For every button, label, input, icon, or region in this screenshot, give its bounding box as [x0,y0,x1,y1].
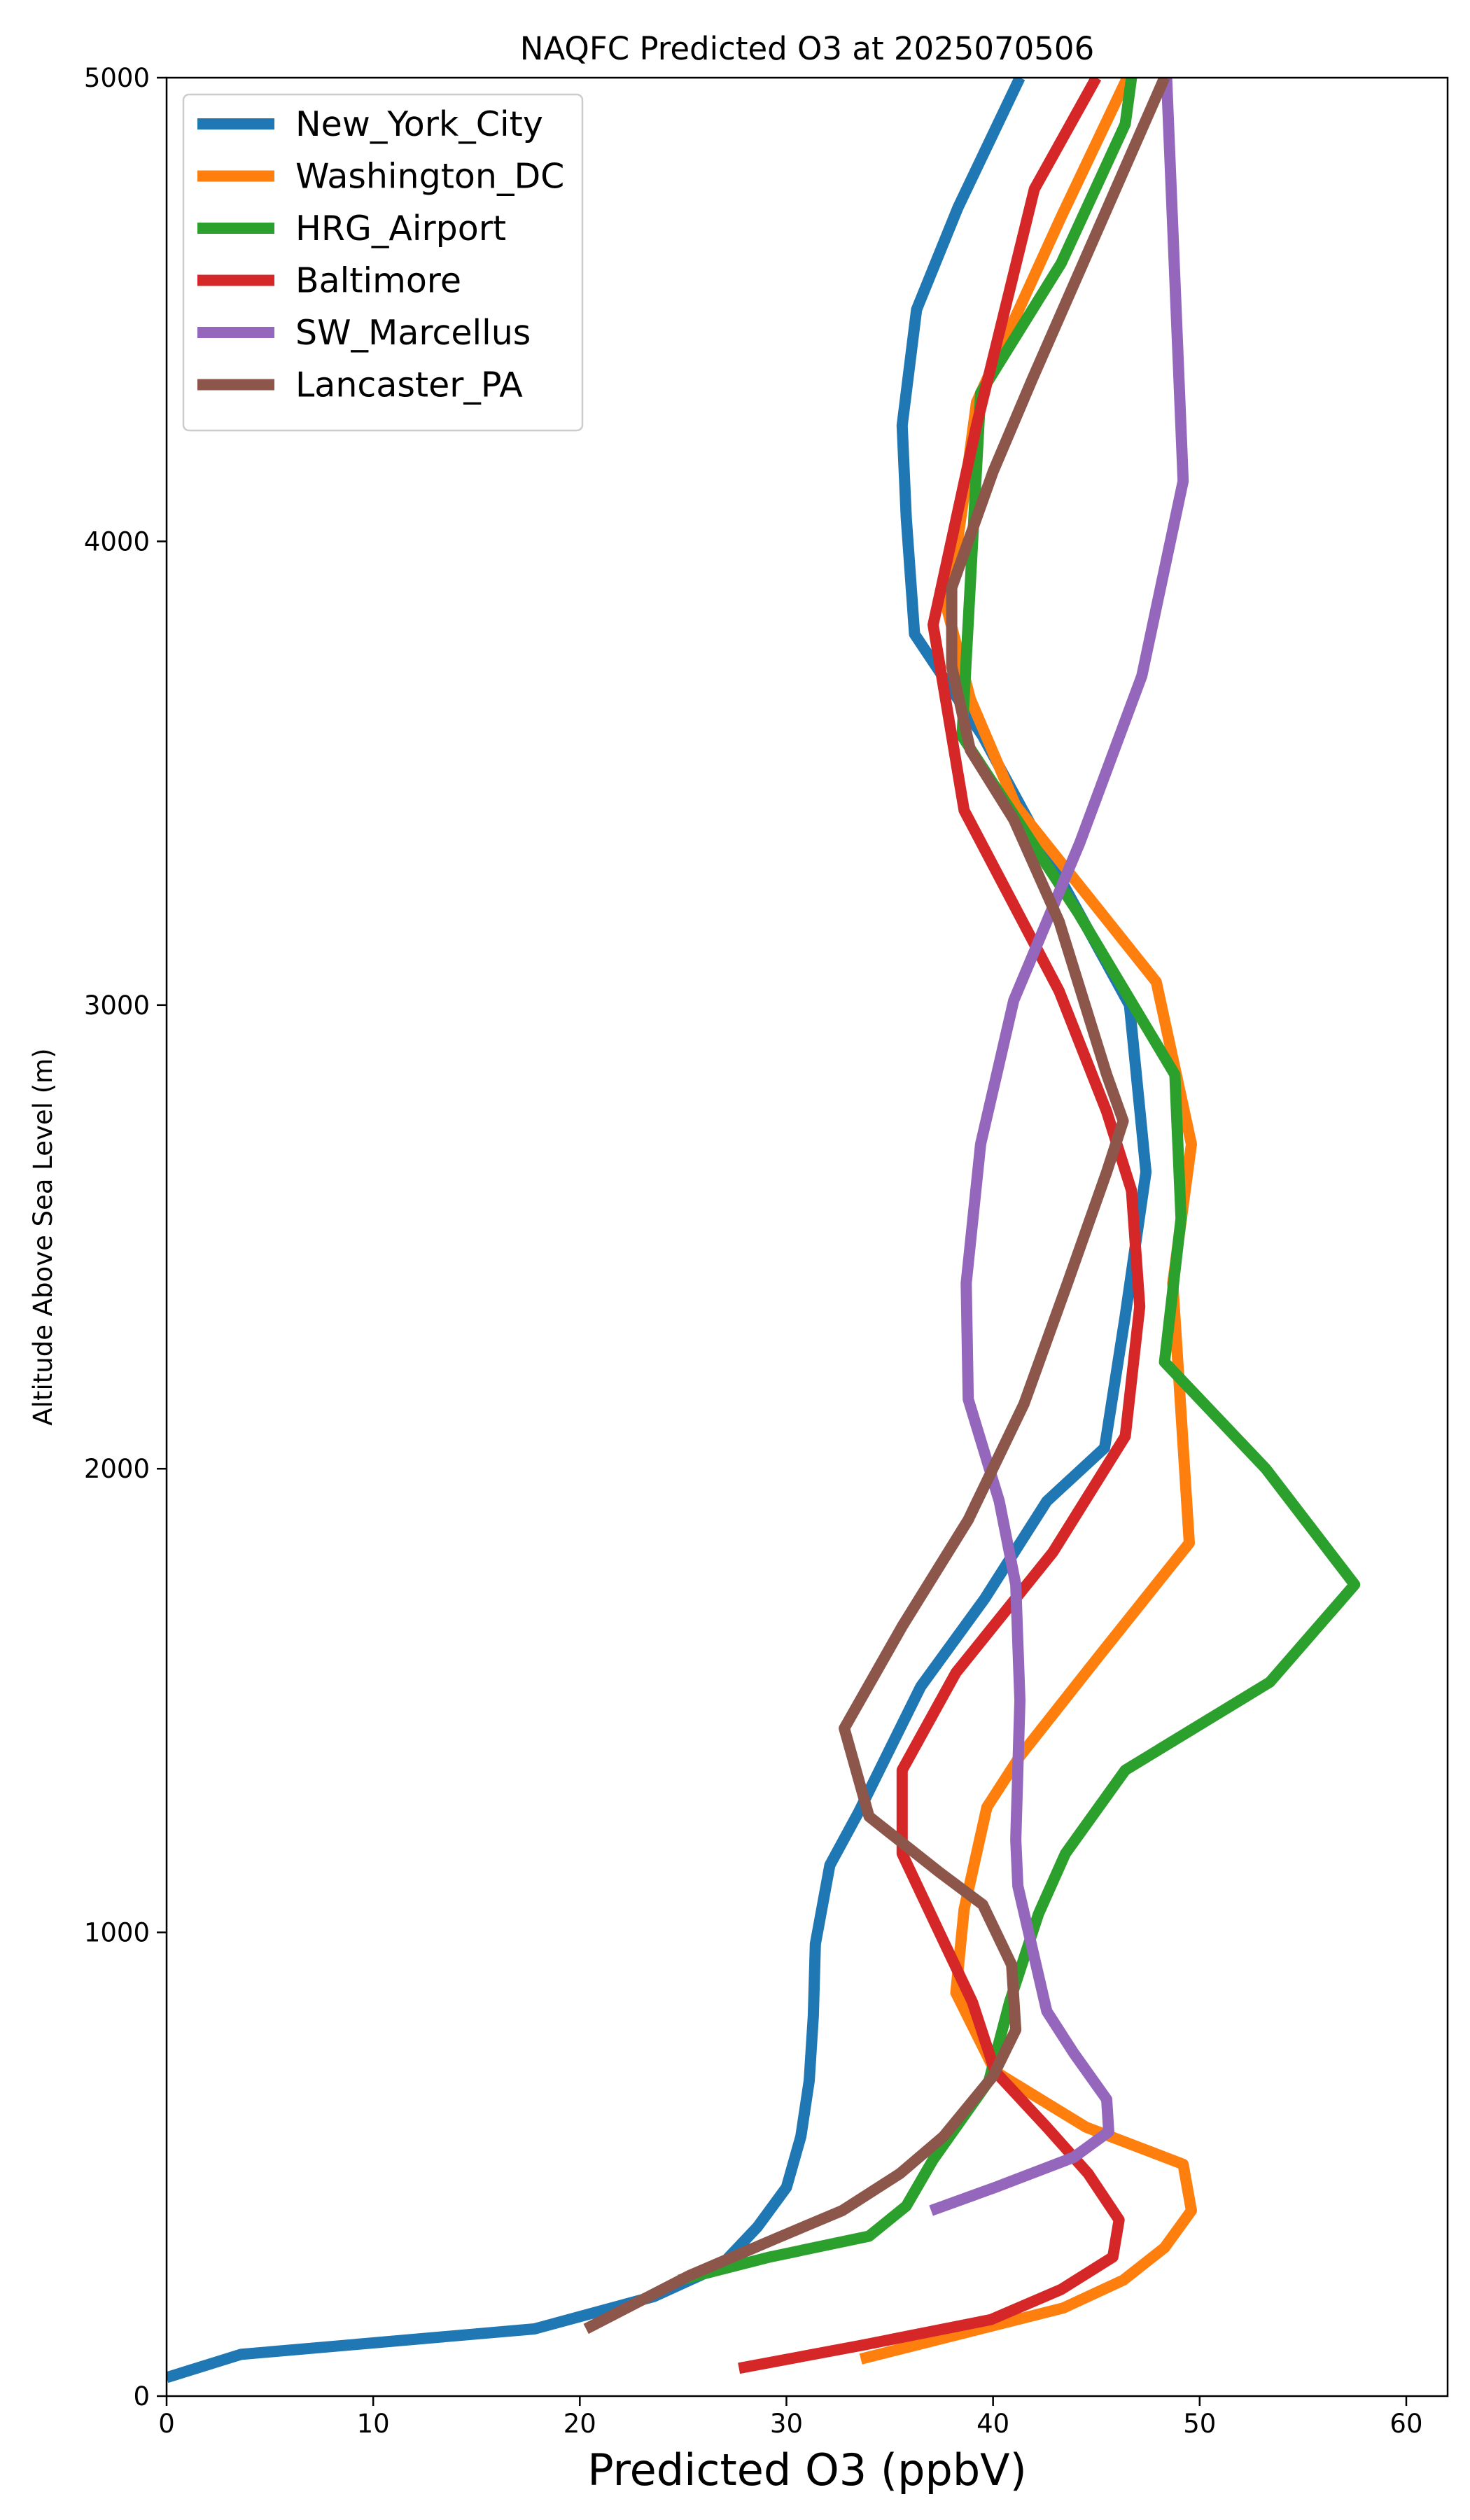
legend-entry: HRG_Airport [295,209,506,248]
y-tick-label: 1000 [84,1918,150,1948]
legend-entry: New_York_City [295,104,543,144]
legend-entry: Washington_DC [295,157,564,197]
legend-box [182,93,584,432]
series-line-sw-marcellus [929,78,1189,2216]
y-tick-label: 5000 [84,63,150,93]
series-line-baltimore [738,78,1146,2374]
plot-frame [165,76,1449,2398]
y-tick-label: 4000 [84,526,150,556]
series-line-hrg-airport [678,78,1361,2286]
x-tick-label: 0 [158,2409,175,2439]
x-tick-label: 60 [1390,2409,1422,2439]
y-axis: 0 1000 2000 3000 4000 5000 [84,63,167,2412]
legend-entry: SW_Marcellus [295,313,531,353]
x-tick-label: 30 [770,2409,803,2439]
series-layer [167,78,1361,2384]
legend-entry: Lancaster_PA [295,365,523,405]
x-tick-label: 50 [1183,2409,1216,2439]
y-axis-label: Altitude Above Sea Level (m) [28,1048,58,1425]
y-tick-label: 3000 [84,990,150,1021]
x-tick-label: 10 [357,2409,390,2439]
x-axis-label: Predicted O3 (ppbV) [587,2444,1027,2496]
legend-entry: Baltimore [295,261,461,301]
y-tick-label: 2000 [84,1454,150,1484]
legend: New_York_City Washington_DC HRG_Airport Bal… [182,93,584,432]
series-line-lancaster-pa [583,78,1170,2334]
x-axis: 0 10 20 30 40 50 60 [158,2396,1423,2439]
x-tick-label: 20 [564,2409,596,2439]
series-line-new-york-city [167,78,1152,2384]
x-tick-label: 40 [976,2409,1009,2439]
chart-title: NAQFC Predicted O3 at 2025070506 [520,30,1094,67]
y-tick-label: 0 [133,2381,150,2412]
